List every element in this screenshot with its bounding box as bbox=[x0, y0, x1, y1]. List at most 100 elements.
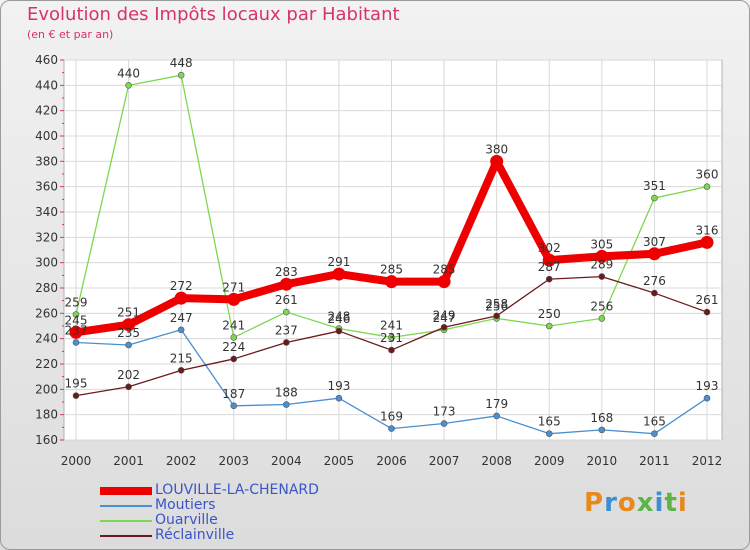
data-label: 448 bbox=[170, 56, 193, 70]
data-point bbox=[72, 339, 80, 346]
data-label: 231 bbox=[380, 331, 403, 345]
legend-swatch bbox=[100, 487, 152, 495]
data-label: 165 bbox=[643, 415, 666, 429]
x-tick-label: 2009 bbox=[534, 454, 565, 468]
data-label: 380 bbox=[485, 142, 508, 156]
x-tick-label: 2007 bbox=[429, 454, 460, 468]
plot-area bbox=[63, 59, 723, 441]
data-point bbox=[283, 308, 290, 316]
data-point bbox=[227, 292, 241, 306]
data-point bbox=[440, 420, 448, 427]
data-point bbox=[700, 235, 714, 249]
x-tick-label: 2003 bbox=[218, 454, 249, 468]
data-label: 169 bbox=[380, 410, 403, 424]
data-point bbox=[437, 275, 451, 289]
data-label: 187 bbox=[222, 387, 245, 401]
legend-swatch bbox=[100, 505, 152, 507]
data-point bbox=[385, 275, 398, 289]
data-point bbox=[651, 289, 658, 297]
data-label: 289 bbox=[590, 258, 613, 272]
data-label: 440 bbox=[117, 66, 140, 80]
y-tick-label: 340 bbox=[35, 205, 58, 219]
data-point bbox=[545, 275, 553, 283]
data-point bbox=[177, 367, 185, 374]
data-label: 195 bbox=[65, 377, 88, 391]
data-label: 241 bbox=[222, 318, 245, 332]
data-label: 246 bbox=[327, 312, 350, 326]
data-label: 248 bbox=[327, 310, 350, 324]
data-point bbox=[388, 334, 395, 341]
data-point bbox=[440, 323, 448, 331]
data-point bbox=[230, 355, 238, 363]
data-label: 287 bbox=[538, 260, 561, 274]
y-tick-label: 160 bbox=[35, 433, 58, 447]
y-tick-label: 380 bbox=[35, 154, 58, 168]
x-axis-ticks: 2000 2001 2002 2003 2004 2005 2006 2007 2008 2009… bbox=[61, 454, 723, 468]
data-label: 302 bbox=[538, 241, 561, 255]
grid-lines bbox=[64, 59, 722, 441]
data-point bbox=[177, 326, 185, 334]
y-tick-label: 260 bbox=[35, 306, 58, 320]
data-label: 256 bbox=[590, 299, 613, 313]
data-point bbox=[703, 308, 711, 316]
data-point bbox=[174, 291, 188, 305]
y-tick-label: 220 bbox=[35, 357, 58, 371]
data-point bbox=[230, 402, 238, 410]
data-label: 188 bbox=[275, 386, 298, 400]
legend-label: LOUVILLE-LA-CHENARD bbox=[155, 482, 319, 498]
data-label: 258 bbox=[485, 297, 508, 311]
data-point bbox=[490, 154, 504, 168]
data-label: 247 bbox=[433, 311, 456, 325]
x-tick-label: 2005 bbox=[324, 454, 355, 468]
x-tick-label: 2012 bbox=[692, 454, 723, 468]
data-label: 307 bbox=[643, 235, 666, 249]
x-tick-label: 2002 bbox=[166, 454, 197, 468]
data-point bbox=[703, 394, 711, 402]
data-label: 272 bbox=[170, 279, 193, 293]
data-point bbox=[651, 194, 658, 202]
y-tick-label: 460 bbox=[35, 53, 58, 67]
data-label: 261 bbox=[275, 293, 298, 307]
data-point bbox=[545, 322, 553, 330]
data-point bbox=[493, 312, 500, 320]
data-point bbox=[283, 339, 290, 346]
data-point bbox=[542, 253, 556, 267]
x-tick-label: 2001 bbox=[113, 454, 144, 468]
data-point bbox=[335, 327, 343, 335]
data-label: 168 bbox=[590, 411, 613, 425]
data-point bbox=[598, 273, 606, 280]
x-tick-label: 2010 bbox=[587, 454, 618, 468]
data-label: 237 bbox=[65, 323, 88, 337]
data-point bbox=[598, 315, 606, 322]
legend-swatch bbox=[100, 520, 152, 522]
data-label: 173 bbox=[433, 405, 456, 419]
data-label: 202 bbox=[117, 368, 140, 382]
y-tick-label: 280 bbox=[35, 281, 58, 295]
data-point bbox=[598, 426, 606, 434]
x-tick-label: 2004 bbox=[271, 454, 302, 468]
y-tick-label: 300 bbox=[35, 256, 58, 270]
data-point bbox=[388, 425, 395, 432]
data-label: 316 bbox=[696, 223, 719, 237]
data-label: 165 bbox=[538, 415, 561, 429]
data-point bbox=[703, 183, 711, 190]
proxiti-logo: Proxiti bbox=[584, 488, 688, 518]
data-point bbox=[545, 430, 553, 437]
x-tick-label: 2006 bbox=[376, 454, 407, 468]
data-point bbox=[177, 71, 185, 79]
x-tick-label: 2011 bbox=[639, 454, 670, 468]
legend-label: Ouarville bbox=[155, 512, 218, 528]
data-point bbox=[279, 277, 293, 291]
chart-title: Evolution des Impôts locaux par Habitant bbox=[27, 4, 400, 25]
data-point bbox=[335, 394, 343, 402]
data-label: 241 bbox=[380, 318, 403, 332]
data-label: 256 bbox=[485, 299, 508, 313]
y-tick-label: 180 bbox=[35, 408, 58, 422]
data-point bbox=[122, 318, 136, 332]
data-label: 276 bbox=[643, 274, 666, 288]
data-label: 285 bbox=[433, 263, 456, 277]
data-label: 291 bbox=[327, 255, 350, 269]
y-tick-label: 420 bbox=[35, 104, 58, 118]
y-tick-label: 400 bbox=[35, 129, 58, 143]
data-label: 261 bbox=[696, 293, 719, 307]
